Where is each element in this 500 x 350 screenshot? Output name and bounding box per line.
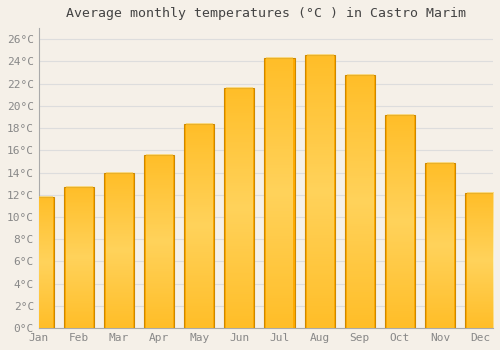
Title: Average monthly temperatures (°C ) in Castro Marim: Average monthly temperatures (°C ) in Ca… [66,7,466,20]
Bar [184,124,214,328]
Bar [465,193,495,328]
Bar [224,88,254,328]
Bar [304,55,334,328]
Bar [104,173,134,328]
Bar [64,187,94,328]
Bar [425,162,455,328]
Bar [24,197,54,328]
Bar [344,75,374,328]
Bar [264,58,294,328]
Bar [385,115,415,328]
Bar [144,155,174,328]
